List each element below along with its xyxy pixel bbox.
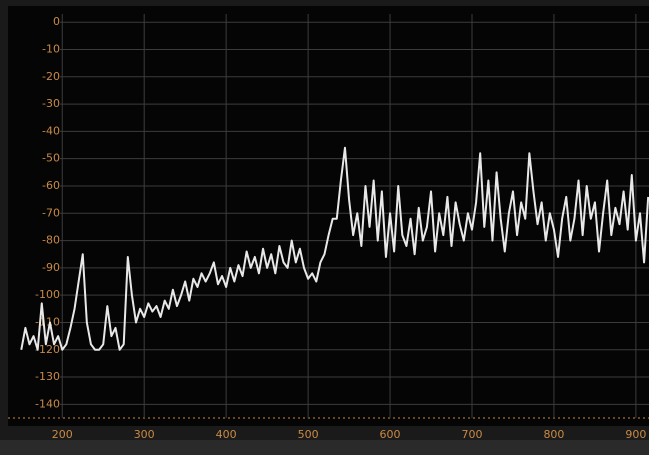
x-tick-label: 900 [625, 428, 646, 441]
y-tick-label: -40 [42, 124, 60, 137]
y-tick-label: -140 [35, 397, 60, 410]
x-tick-label: 400 [216, 428, 237, 441]
y-tick-label: -50 [42, 152, 60, 165]
y-tick-label: 0 [53, 15, 60, 28]
y-tick-label: -100 [35, 288, 60, 301]
y-tick-label: -10 [42, 42, 60, 55]
y-tick-label: -120 [35, 343, 60, 356]
screen [8, 6, 649, 426]
y-tick-label: -60 [42, 179, 60, 192]
y-tick-label: -20 [42, 70, 60, 83]
x-tick-label: 800 [543, 428, 564, 441]
y-tick-label: -30 [42, 97, 60, 110]
x-tick-label: 200 [52, 428, 73, 441]
x-tick-label: 300 [134, 428, 155, 441]
bezel [0, 440, 649, 455]
y-tick-label: -90 [42, 261, 60, 274]
x-tick-label: 700 [461, 428, 482, 441]
spectrum-line [20, 146, 649, 351]
y-tick-label: -70 [42, 206, 60, 219]
y-tick-label: -130 [35, 370, 60, 383]
x-tick-label: 500 [298, 428, 319, 441]
x-tick-label: 600 [380, 428, 401, 441]
y-tick-label: -80 [42, 234, 60, 247]
